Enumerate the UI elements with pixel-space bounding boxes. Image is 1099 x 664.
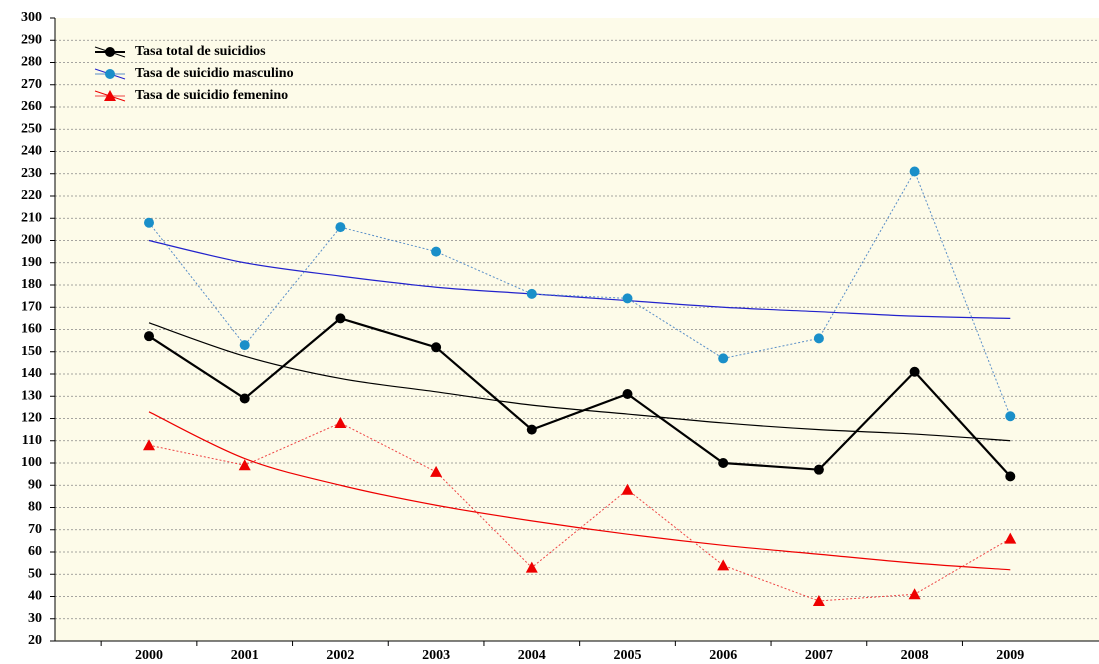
marker xyxy=(718,458,729,468)
marker xyxy=(908,588,921,600)
y-tick-label: 300 xyxy=(21,10,42,25)
marker xyxy=(1005,471,1016,482)
y-tick-label: 170 xyxy=(21,299,42,314)
trend-line xyxy=(148,322,1011,442)
marker xyxy=(526,424,537,435)
marker xyxy=(1004,532,1017,544)
y-tick-label: 70 xyxy=(28,522,42,537)
series-line xyxy=(148,317,1012,478)
y-tick-label: 220 xyxy=(21,188,42,203)
marker xyxy=(909,166,920,177)
marker xyxy=(144,331,154,342)
marker xyxy=(909,366,920,377)
x-tick-label: 2003 xyxy=(422,648,450,663)
marker xyxy=(717,559,730,571)
y-tick-label: 110 xyxy=(22,433,42,448)
marker xyxy=(334,416,347,428)
y-tick-label: 120 xyxy=(21,411,42,426)
series-line xyxy=(148,170,1011,417)
x-tick-label: 2001 xyxy=(231,648,259,663)
legend-label: Tasa de suicidio femenino xyxy=(135,88,288,103)
marker xyxy=(430,465,443,477)
y-tick-label: 20 xyxy=(28,633,42,648)
y-tick-label: 50 xyxy=(28,566,42,581)
marker xyxy=(104,90,116,101)
y-tick-label: 160 xyxy=(21,322,42,337)
y-tick-label: 150 xyxy=(21,344,42,359)
marker xyxy=(335,313,346,324)
marker xyxy=(105,69,115,79)
y-tick-label: 250 xyxy=(21,121,42,136)
marker xyxy=(812,594,825,606)
x-tick-label: 2006 xyxy=(709,648,737,663)
x-tick-label: 2002 xyxy=(326,648,354,663)
y-tick-label: 240 xyxy=(21,144,42,159)
y-tick-label: 130 xyxy=(21,388,42,403)
y-tick-label: 230 xyxy=(21,166,42,181)
trend-line xyxy=(148,239,1011,319)
y-tick-label: 290 xyxy=(21,32,42,47)
y-tick-label: 40 xyxy=(28,589,42,604)
y-tick-label: 90 xyxy=(28,477,42,492)
y-tick-label: 60 xyxy=(28,544,42,559)
x-tick-label: 2008 xyxy=(901,648,929,663)
marker xyxy=(431,342,442,353)
marker xyxy=(525,561,538,573)
y-tick-label: 140 xyxy=(21,366,42,381)
marker xyxy=(239,340,250,351)
x-tick-label: 2007 xyxy=(805,648,833,663)
x-tick-label: 2009 xyxy=(996,648,1024,663)
legend-label: Tasa de suicidio masculino xyxy=(135,66,294,81)
y-tick-label: 280 xyxy=(21,55,42,70)
y-tick-label: 180 xyxy=(21,277,42,292)
x-tick-label: 2005 xyxy=(614,648,642,663)
marker xyxy=(813,464,824,475)
y-tick-label: 200 xyxy=(21,233,42,248)
y-tick-label: 80 xyxy=(28,500,42,515)
series-line xyxy=(148,422,1011,602)
marker xyxy=(238,459,251,471)
x-tick-label: 2004 xyxy=(518,648,546,663)
trend-line xyxy=(148,411,1011,571)
marker xyxy=(335,222,346,233)
y-tick-label: 30 xyxy=(28,611,42,626)
legend-label: Tasa total de suicidios xyxy=(135,44,266,59)
marker xyxy=(526,288,537,299)
y-tick-label: 190 xyxy=(21,255,42,270)
marker xyxy=(144,217,154,228)
marker xyxy=(622,389,633,400)
y-tick-label: 260 xyxy=(21,99,42,114)
marker xyxy=(239,393,250,404)
marker xyxy=(431,246,442,257)
marker xyxy=(143,439,155,451)
marker xyxy=(1005,411,1016,422)
marker xyxy=(621,483,634,495)
marker xyxy=(813,333,824,344)
x-tick-label: 2000 xyxy=(135,648,163,663)
y-tick-label: 100 xyxy=(21,455,42,470)
marker xyxy=(105,47,115,57)
marker xyxy=(718,353,729,364)
y-tick-label: 210 xyxy=(21,210,42,225)
marker xyxy=(622,293,633,304)
y-tick-label: 270 xyxy=(21,77,42,92)
